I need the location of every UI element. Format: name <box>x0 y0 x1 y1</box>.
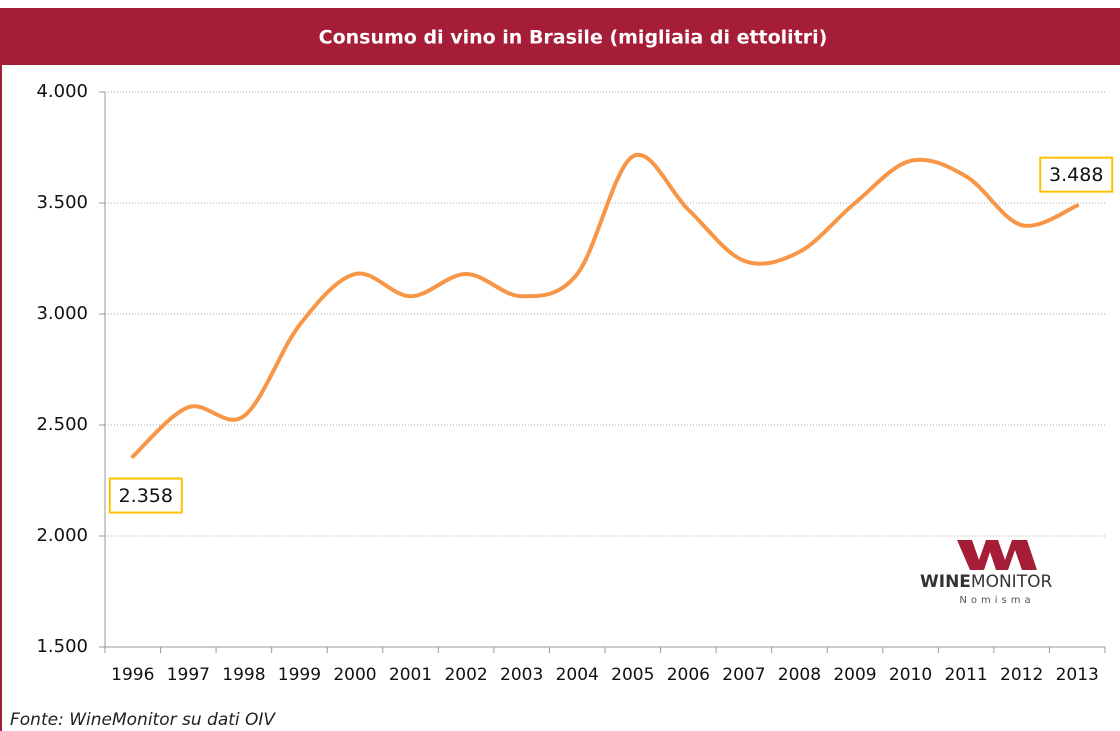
y-tick-label: 3.500 <box>36 192 88 213</box>
logo-mark <box>957 540 1037 570</box>
x-tick-label: 2001 <box>389 665 432 685</box>
x-tick-label: 2012 <box>1000 665 1043 685</box>
x-tick-label: 2002 <box>444 665 487 685</box>
x-tick-label: 1998 <box>222 665 265 685</box>
data-label-box <box>1039 156 1114 193</box>
logo-bold: WINE <box>920 572 971 592</box>
title-bar <box>0 8 1120 65</box>
x-tick-label: 1999 <box>278 665 321 685</box>
line <box>130 152 1080 459</box>
logo-rest: MONITOR <box>971 572 1053 592</box>
logo: WINEMONITOR Nomisma <box>920 540 1052 606</box>
x-tick-label: 1997 <box>167 665 210 685</box>
data-label-box <box>108 477 183 514</box>
x-tick-label: 2009 <box>833 665 876 685</box>
logo-text: WINEMONITOR <box>920 572 1052 592</box>
data-label: 3.488 <box>1049 164 1103 186</box>
y-tick-label: 2.000 <box>36 525 88 546</box>
x-tick-label: 2008 <box>778 665 821 685</box>
x-tick-label: 2011 <box>944 665 987 685</box>
x-tick-label: 2005 <box>611 665 654 685</box>
y-tick-label: 1.500 <box>36 636 88 657</box>
chart-title: Consumo di vino in Brasile (migliaia di … <box>319 27 828 49</box>
x-tick-label: 2003 <box>500 665 543 685</box>
y-tick-label: 2.500 <box>36 414 88 435</box>
y-tick-label: 4.000 <box>36 81 88 102</box>
x-tick-label: 1996 <box>111 665 154 685</box>
left-border <box>0 8 2 731</box>
data-label: 2.358 <box>119 485 173 507</box>
x-tick-label: 2013 <box>1056 665 1099 685</box>
logo-sub: Nomisma <box>959 595 1034 606</box>
source: Fonte: WineMonitor su dati OIV <box>10 710 276 730</box>
x-tick-label: 2000 <box>333 665 376 685</box>
y-tick-label: 3.000 <box>36 303 88 324</box>
x-tick-label: 2010 <box>889 665 932 685</box>
x-tick-label: 2007 <box>722 665 765 685</box>
x-tick-label: 2004 <box>556 665 599 685</box>
x-tick-label: 2006 <box>667 665 710 685</box>
